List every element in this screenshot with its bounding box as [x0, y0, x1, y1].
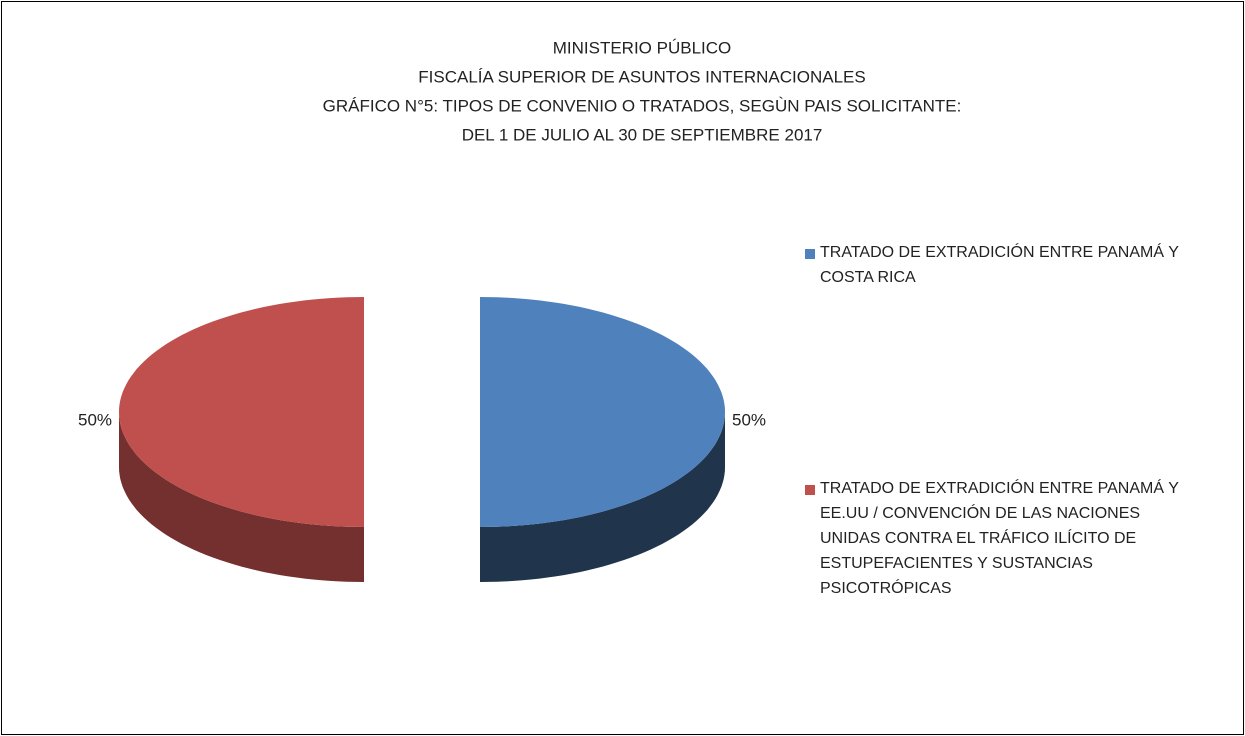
chart-title: DEL 1 DE JULIO AL 30 DE SEPTIEMBRE 2017: [462, 125, 823, 144]
slice: [119, 297, 364, 582]
legend-swatch: [805, 485, 815, 495]
data-label: 50%: [78, 410, 112, 429]
legend-swatch: [805, 249, 815, 259]
slice-part: [480, 412, 725, 582]
chart-title: FISCALÍA SUPERIOR DE ASUNTOS INTERNACION…: [418, 67, 865, 86]
legend-label: TRATADO DE EXTRADICIÓN ENTRE PANAMÁ Y CO…: [820, 244, 1179, 286]
slice-part: [119, 412, 364, 582]
legend-label: TRATADO DE EXTRADICIÓN ENTRE PANAMÁ Y EE…: [820, 480, 1179, 597]
slice-part: [480, 297, 725, 527]
data-label: 50%: [732, 410, 766, 429]
slice-part: [119, 297, 364, 527]
chart-title: MINISTERIO PÚBLICO: [553, 38, 732, 57]
chart-title: GRÁFICO N°5: TIPOS DE CONVENIO O TRATADO…: [323, 96, 962, 115]
slice: [480, 297, 725, 582]
